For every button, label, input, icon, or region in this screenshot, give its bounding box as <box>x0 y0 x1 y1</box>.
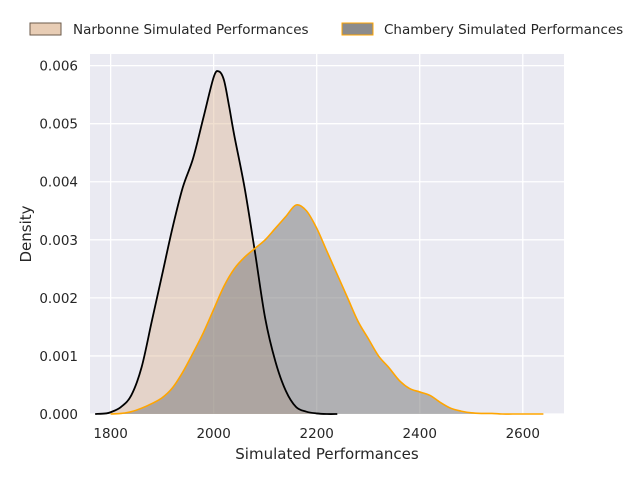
density-fill-series-1 <box>95 70 338 415</box>
y-tick-label: 0.002 <box>39 291 78 307</box>
legend-swatch <box>29 22 62 36</box>
x-tick-label: 2000 <box>196 426 230 442</box>
density-line-series-1 <box>95 70 338 415</box>
y-axis-label: Density <box>17 205 35 262</box>
density-curves <box>95 70 544 415</box>
x-axis-ticks: 1800 2000 2200 2400 2600 <box>93 426 540 442</box>
legend-label: Chambery Simulated Performances <box>384 22 623 38</box>
y-tick-label: 0.004 <box>39 175 78 191</box>
y-tick-label: 0.005 <box>39 117 78 133</box>
y-tick-label: 0.001 <box>39 349 78 365</box>
x-tick-label: 1800 <box>93 426 127 442</box>
y-tick-label: 0.003 <box>39 233 78 249</box>
density-fills <box>95 70 544 415</box>
density-fill-series-2 <box>110 204 544 415</box>
density-lines <box>95 70 544 415</box>
legend-swatch <box>341 22 374 36</box>
x-tick-label: 2200 <box>300 426 334 442</box>
x-tick-label: 2400 <box>403 426 437 442</box>
y-tick-label: 0.006 <box>39 59 78 75</box>
density-line-series-2 <box>110 203 544 415</box>
x-axis-label: Simulated Performances <box>235 445 419 463</box>
legend-label: Narbonne Simulated Performances <box>73 22 309 38</box>
y-tick-label: 0.000 <box>39 407 78 423</box>
legend-entry-series-1: Narbonne Simulated Performances <box>29 22 309 38</box>
legend-entry-series-2: Chambery Simulated Performances <box>341 22 623 38</box>
x-tick-label: 2600 <box>506 426 540 442</box>
y-axis-ticks: 0.000 0.001 0.002 0.003 0.004 0.005 0.006 <box>39 59 78 423</box>
legend: Narbonne Simulated Performances Chambery … <box>29 22 623 38</box>
